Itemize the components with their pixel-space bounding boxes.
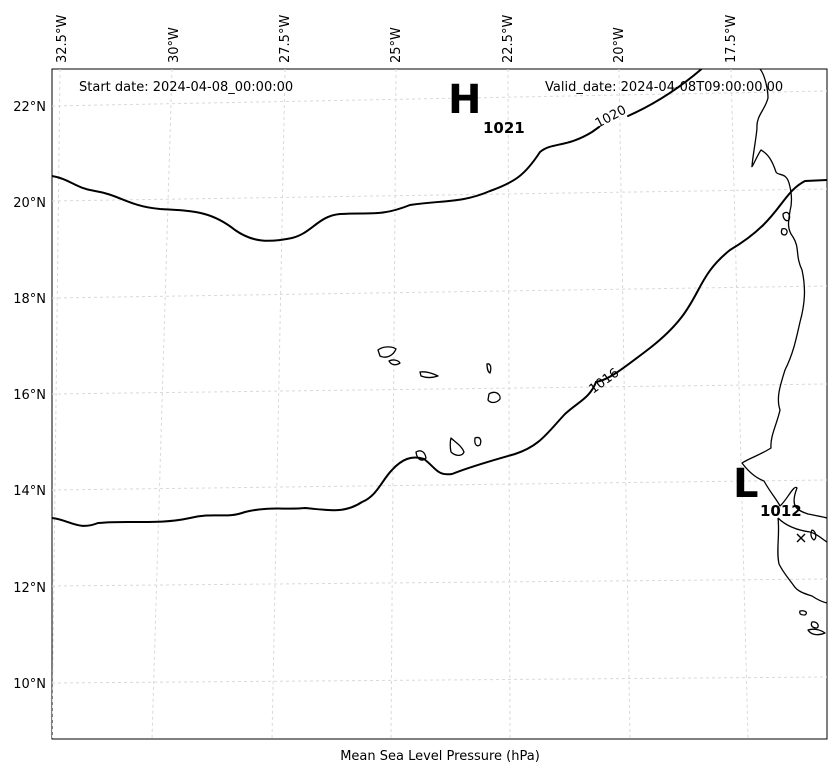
lon-grid-17-5 xyxy=(730,69,749,739)
lon-label-22-5: 22.5°W xyxy=(501,15,516,63)
start-date-label: Start date: 2024-04-08_00:00:00 xyxy=(79,80,293,95)
map-caption: Mean Sea Level Pressure (hPa) xyxy=(340,749,540,764)
lon-label-25: 25°W xyxy=(389,27,404,63)
low-value: 1012 xyxy=(760,502,802,520)
coast-islet-6 xyxy=(807,628,826,636)
lat-label-16: 16°N xyxy=(13,388,46,403)
lon-label-30: 30°W xyxy=(167,27,182,63)
lon-labels: 32.5°W 30°W 27.5°W 25°W 22.5°W 20°W 17.5… xyxy=(55,15,739,63)
lat-label-10: 10°N xyxy=(13,677,46,692)
lon-grid-30 xyxy=(151,69,173,739)
lon-label-17-5: 17.5°W xyxy=(724,15,739,63)
island-maio xyxy=(474,436,482,447)
contour-1016 xyxy=(52,381,597,527)
lat-grid-12 xyxy=(52,578,827,587)
contour-1020-label: 1020 xyxy=(593,103,629,132)
lat-grid-16 xyxy=(52,383,827,395)
lat-grid-18 xyxy=(52,285,827,299)
contour-1020 xyxy=(52,69,827,383)
coast-islet-5 xyxy=(810,621,819,629)
lat-label-14: 14°N xyxy=(13,484,46,499)
high-value: 1021 xyxy=(483,119,525,137)
island-santo-antao xyxy=(377,346,397,358)
coastlines xyxy=(377,69,827,636)
lat-label-12: 12°N xyxy=(13,581,46,596)
low-pressure-center: L 1012 xyxy=(733,461,806,543)
island-boa-vista xyxy=(487,391,501,404)
valid-date-label: Valid_date: 2024-04-08T09:00:00.00 xyxy=(545,80,783,95)
lat-grid-10 xyxy=(52,676,827,684)
lon-grid-22-5 xyxy=(507,69,511,739)
high-pressure-center: H 1021 xyxy=(448,77,525,137)
contours xyxy=(52,69,827,527)
high-symbol: H xyxy=(448,77,481,123)
map-frame xyxy=(51,68,828,740)
lat-label-18: 18°N xyxy=(13,292,46,307)
lon-grid-20 xyxy=(618,69,631,739)
lon-label-20: 20°W xyxy=(612,27,627,63)
low-symbol: L xyxy=(733,461,759,507)
island-sal xyxy=(486,363,492,374)
coast-islet-4 xyxy=(799,610,807,616)
island-fogo xyxy=(415,450,427,461)
lon-label-27-5: 27.5°W xyxy=(278,15,293,63)
lon-label-32-5: 32.5°W xyxy=(55,15,70,63)
african-coastline xyxy=(741,69,827,519)
lat-grid-14 xyxy=(52,479,827,491)
low-center-marker-icon xyxy=(796,533,806,543)
island-santiago xyxy=(449,437,465,457)
coastline-south xyxy=(777,517,827,604)
coast-islet-2 xyxy=(780,227,788,236)
lon-grid-32-5 xyxy=(52,69,61,739)
coast-islet-1 xyxy=(782,211,791,222)
contour-1016-label: 1016 xyxy=(587,366,623,398)
coast-islet-3 xyxy=(810,529,817,541)
island-sao-nicolau xyxy=(419,371,439,379)
lon-grid-25 xyxy=(390,69,397,739)
lat-label-22: 22°N xyxy=(13,100,46,115)
island-sao-vicente xyxy=(388,359,401,366)
lon-grid-27-5 xyxy=(271,69,286,739)
graticule xyxy=(52,69,827,739)
lat-label-20: 20°N xyxy=(13,196,46,211)
lat-labels: 22°N 20°N 18°N 16°N 14°N 12°N 10°N xyxy=(13,100,46,692)
